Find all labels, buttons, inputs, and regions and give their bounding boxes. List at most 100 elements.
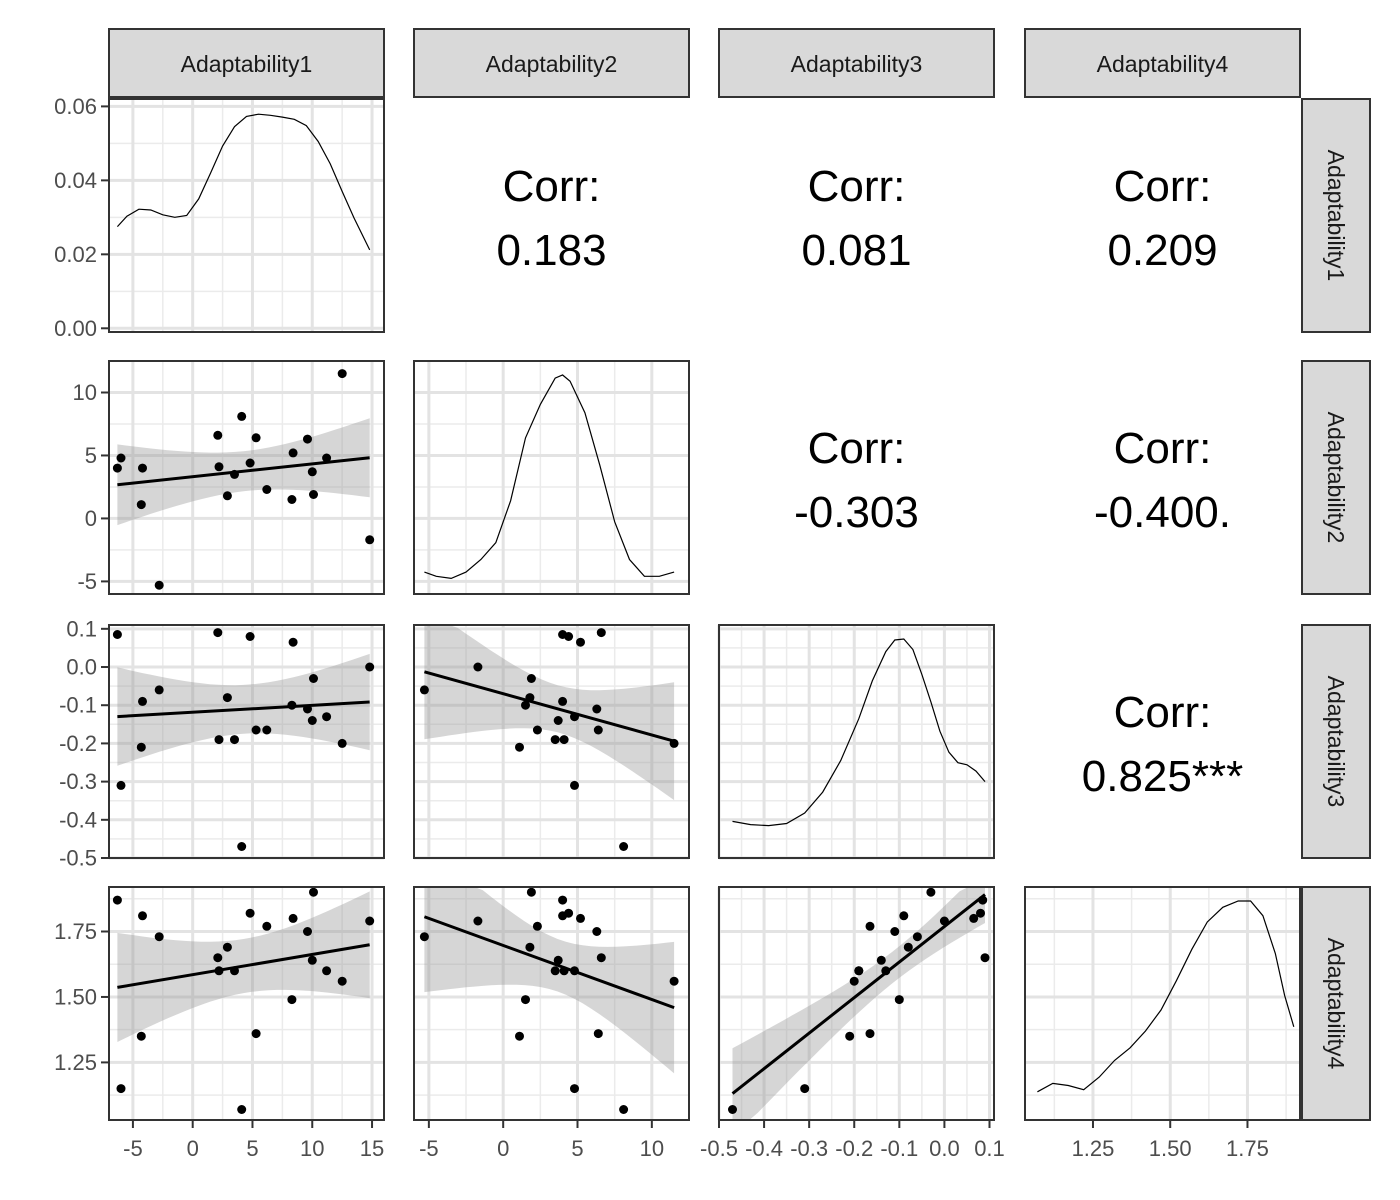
correlation-label: Corr:: [1114, 688, 1212, 737]
y-tick-label: 1.25: [54, 1050, 97, 1075]
correlation-panel: Corr: 0.081: [801, 162, 911, 275]
x-tick-label: -0.5: [700, 1136, 738, 1161]
panel-border: [108, 886, 385, 1121]
panel-background: [109, 361, 384, 594]
data-point: [214, 966, 224, 976]
data-point: [213, 953, 223, 963]
data-point: [564, 632, 574, 641]
column-strip-background: [108, 28, 385, 98]
correlation-panel: Corr: -0.303: [794, 424, 919, 537]
panel-border: [108, 360, 385, 595]
data-point: [596, 953, 606, 963]
data-point: [596, 628, 606, 638]
density-curve: [732, 638, 986, 827]
y-tick-label: -0.5: [59, 846, 97, 871]
data-point: [136, 1031, 146, 1041]
x-axis: -5 0 5 10 15: [123, 1120, 384, 1161]
row-strip-label: Adaptability3: [1323, 676, 1349, 808]
data-point: [526, 674, 536, 683]
y-tick-label: 0.1: [66, 616, 97, 641]
data-point: [550, 735, 560, 745]
data-point: [592, 704, 602, 714]
data-point: [865, 921, 875, 931]
data-point: [251, 433, 261, 443]
column-strip-label: Adaptability1: [181, 51, 313, 77]
x-tick-label: 1.50: [1149, 1136, 1192, 1161]
row-strip-background: [1301, 360, 1371, 595]
data-point: [976, 908, 985, 918]
panel-background: [109, 99, 384, 332]
data-point: [876, 955, 886, 965]
data-point: [903, 942, 913, 952]
x-tick-label: 0.1: [974, 1136, 1005, 1161]
column-strip: Adaptability2: [413, 28, 690, 98]
x-tick-label: 0.0: [929, 1136, 960, 1161]
column-strip: Adaptability3: [718, 28, 995, 98]
data-point: [307, 716, 317, 725]
data-point: [525, 693, 535, 703]
data-point: [593, 1029, 603, 1039]
data-point: [307, 467, 317, 477]
data-point: [521, 995, 530, 1005]
y-tick-label: 1.50: [54, 984, 97, 1009]
data-point: [939, 916, 949, 926]
column-strip-background: [1024, 28, 1301, 98]
data-point: [237, 842, 247, 851]
correlation-value: 0.209: [1107, 226, 1217, 275]
data-point: [222, 942, 232, 952]
column-strip-label: Adaptability2: [486, 51, 618, 77]
data-point: [912, 932, 922, 942]
row-strip-label: Adaptability2: [1323, 412, 1349, 544]
x-tick-label: 0: [497, 1136, 509, 1161]
y-tick-label: 1.75: [54, 919, 97, 944]
data-point: [287, 495, 297, 504]
data-point: [570, 712, 579, 722]
data-point: [214, 735, 224, 745]
scatter-panel: [413, 886, 690, 1121]
data-point: [926, 887, 936, 897]
confidence-ribbon: [424, 625, 675, 801]
data-point: [553, 716, 563, 725]
correlation-panel: Corr: 0.825***: [1082, 688, 1243, 801]
scatter-panel: [108, 360, 385, 595]
data-point: [116, 1084, 126, 1094]
y-tick-label: -0.2: [59, 731, 97, 756]
correlation-value: 0.081: [801, 226, 911, 275]
data-point: [230, 735, 239, 745]
correlation-label: Corr:: [1114, 162, 1212, 211]
data-point: [894, 995, 904, 1005]
y-tick-label: -0.4: [59, 807, 97, 832]
data-point: [365, 662, 375, 672]
x-axis: -5 0 5 10: [419, 1120, 664, 1161]
x-tick-label: 1.75: [1226, 1136, 1269, 1161]
data-point: [899, 911, 909, 921]
data-point: [251, 1029, 261, 1039]
data-point: [570, 1084, 579, 1094]
data-point: [322, 966, 332, 976]
data-point: [473, 916, 483, 926]
x-tick-label: -0.3: [790, 1136, 828, 1161]
panel-background: [414, 887, 689, 1120]
data-point: [237, 1105, 247, 1114]
x-tick-label: -0.2: [835, 1136, 873, 1161]
data-point: [262, 725, 272, 735]
regression-line: [117, 943, 370, 989]
scatter-panel: [717, 886, 995, 1121]
column-strip-background: [718, 28, 995, 98]
column-strip-background: [413, 28, 690, 98]
regression-line: [731, 893, 986, 1095]
data-point: [365, 535, 375, 545]
data-point: [980, 953, 990, 963]
data-point: [525, 942, 535, 952]
data-point: [154, 685, 164, 695]
correlation-value: -0.303: [794, 488, 919, 537]
panel-border: [1024, 886, 1301, 1121]
data-point: [559, 966, 569, 976]
density-panel: [108, 98, 385, 333]
correlation-value: -0.400.: [1094, 488, 1231, 537]
data-point: [245, 458, 255, 468]
data-point: [559, 735, 569, 745]
scatter-panel: [413, 624, 690, 860]
scatter-panel: [108, 624, 385, 860]
